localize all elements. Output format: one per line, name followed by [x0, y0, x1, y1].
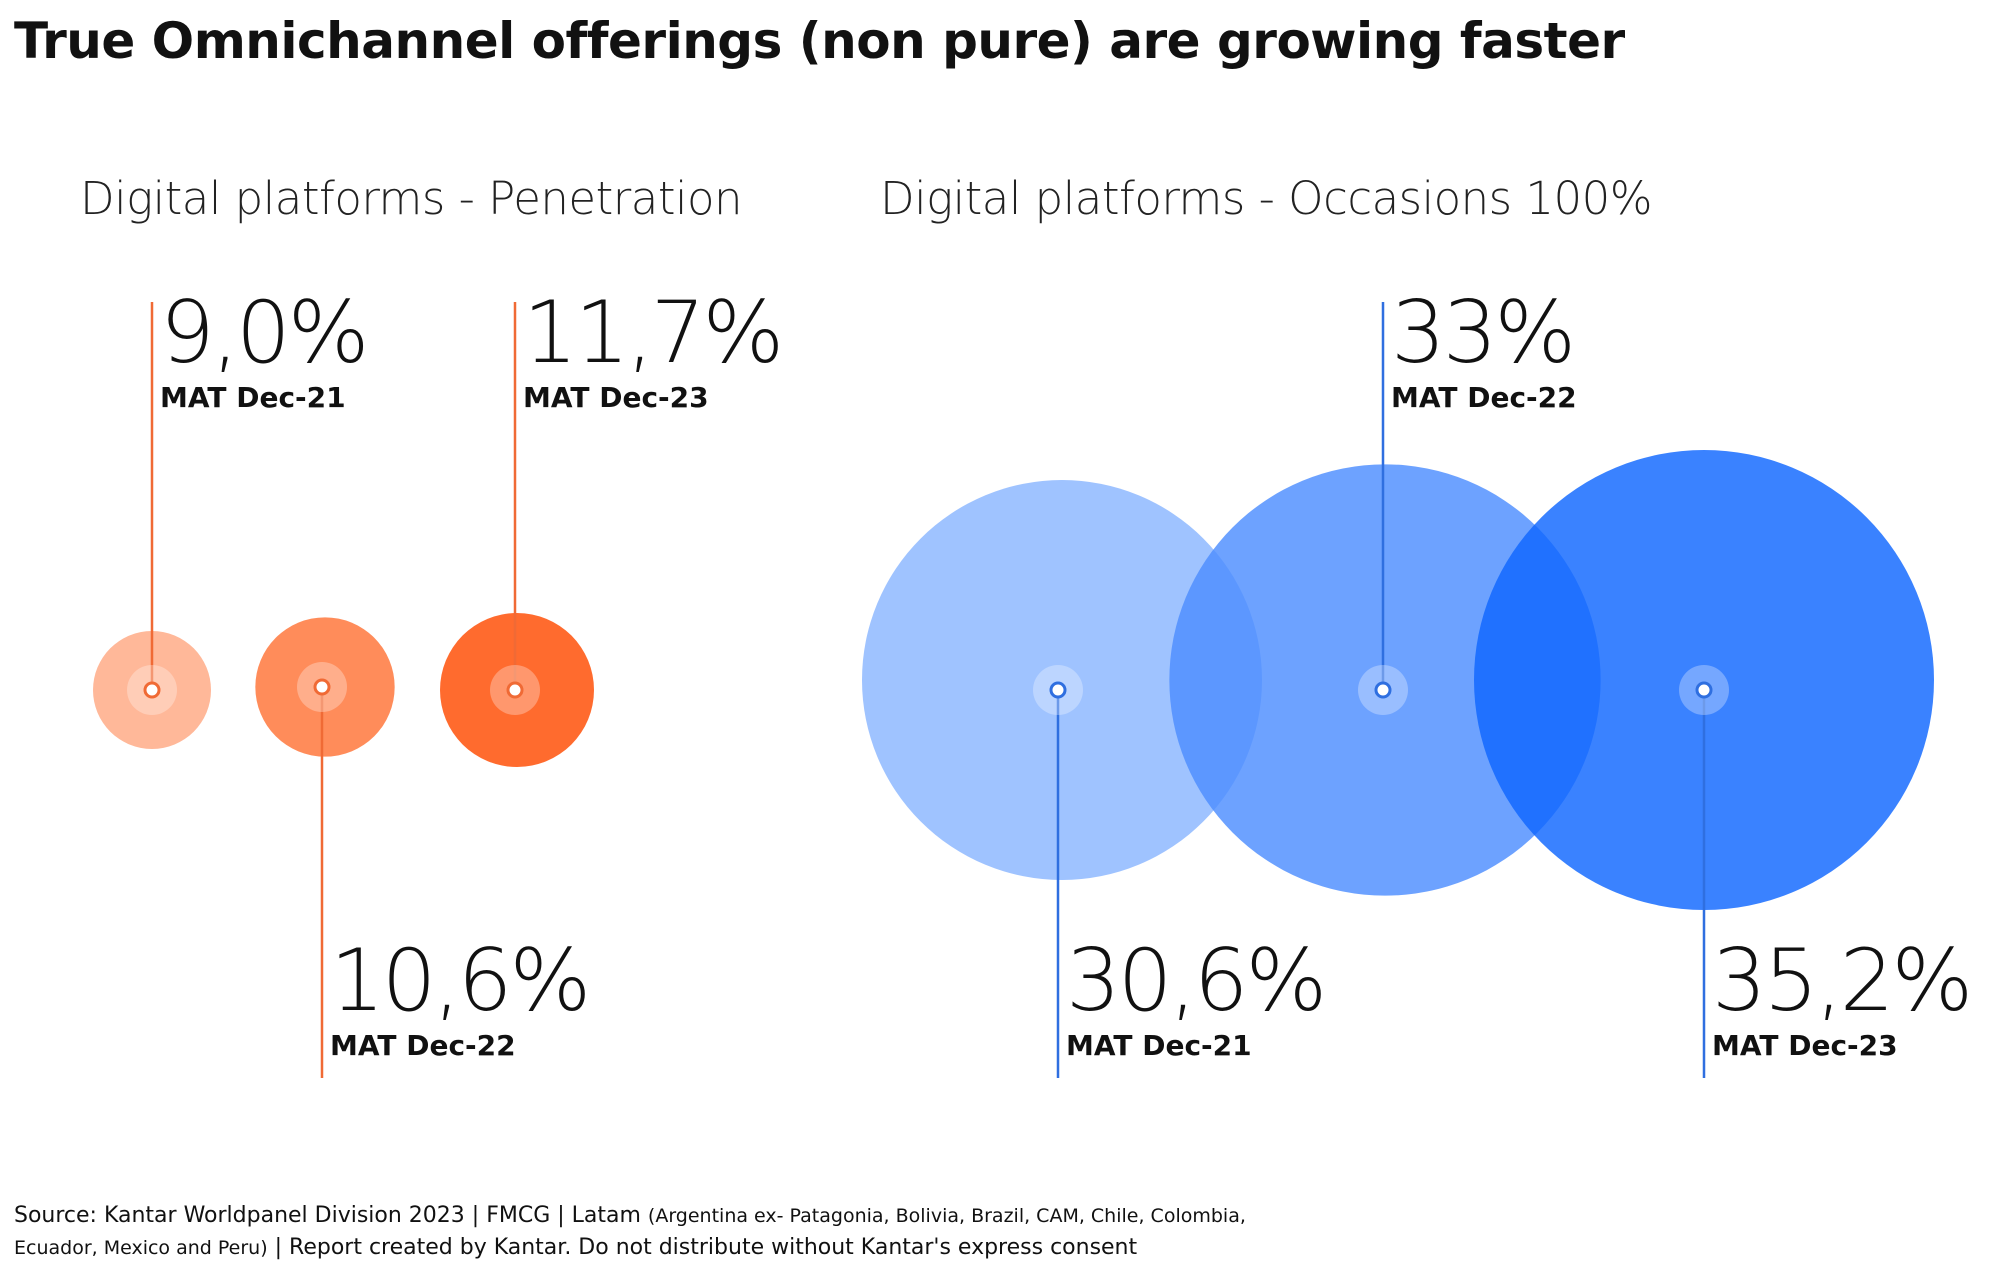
- occasions-chart-title: Digital platforms - Occasions 100%: [880, 172, 1653, 225]
- bubble-2: [1169, 464, 1601, 896]
- dot-2: [313, 678, 331, 696]
- dot-1: [143, 681, 161, 699]
- dot-2: [1374, 681, 1392, 699]
- dot-1: [1049, 681, 1067, 699]
- page-title: True Omnichannel offerings (non pure) ar…: [14, 12, 1625, 70]
- penetration-chart-title: Digital platforms - Penetration: [80, 172, 743, 225]
- value-label-2: 33%: [1391, 283, 1573, 383]
- value-label-3: 35,2%: [1712, 931, 1970, 1031]
- period-label-2: MAT Dec-22: [330, 1029, 516, 1062]
- value-label-1: 30,6%: [1066, 931, 1324, 1031]
- period-label-3: MAT Dec-23: [1712, 1029, 1898, 1062]
- dot-3: [1695, 681, 1713, 699]
- source-countries-1: (Argentina ex- Patagonia, Bolivia, Brazi…: [647, 1205, 1246, 1227]
- value-label-3: 11,7%: [523, 283, 781, 383]
- period-label-1: MAT Dec-21: [160, 381, 346, 414]
- period-label-3: MAT Dec-23: [523, 381, 709, 414]
- period-label-2: MAT Dec-22: [1391, 381, 1577, 414]
- bubble-1: [862, 480, 1262, 880]
- dot-3: [506, 681, 524, 699]
- source-countries-2: Ecuador, Mexico and Peru): [14, 1237, 268, 1259]
- period-label-1: MAT Dec-21: [1066, 1029, 1252, 1062]
- source-rest: | Report created by Kantar. Do not distr…: [267, 1235, 1138, 1260]
- source-note: Source: Kantar Worldpanel Division 2023 …: [14, 1200, 1246, 1264]
- source-main: Source: Kantar Worldpanel Division 2023 …: [14, 1203, 648, 1228]
- value-label-2: 10,6%: [330, 931, 588, 1031]
- value-label-1: 9,0%: [160, 283, 367, 383]
- bubble-3: [1474, 450, 1934, 910]
